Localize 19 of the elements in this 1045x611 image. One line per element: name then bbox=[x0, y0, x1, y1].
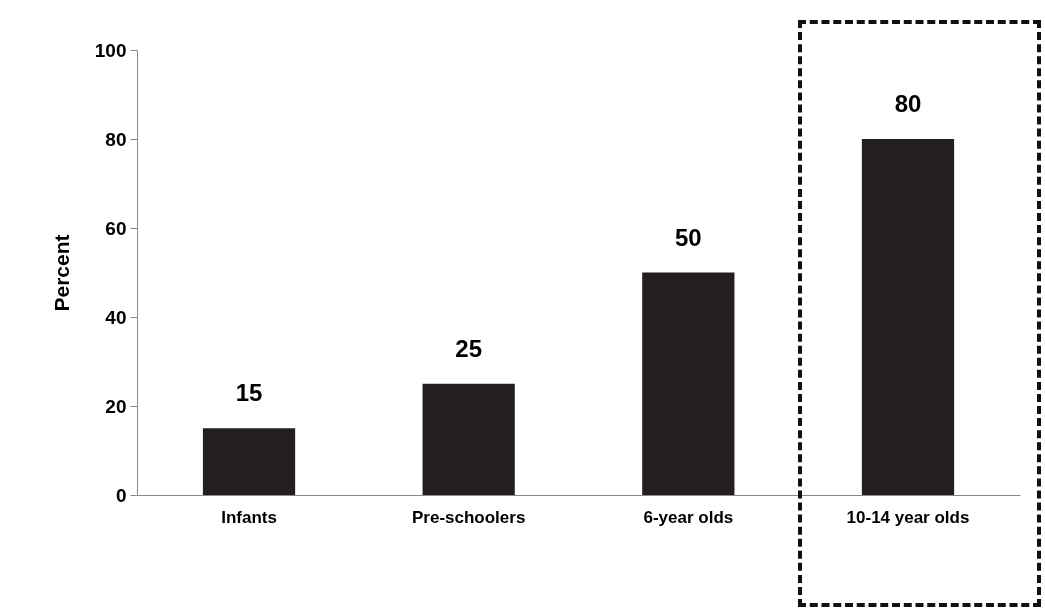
y-tick-label: 80 bbox=[105, 128, 127, 150]
bar bbox=[202, 428, 296, 495]
bar bbox=[861, 139, 955, 495]
bar bbox=[422, 383, 515, 495]
y-axis-title: Percent bbox=[49, 234, 73, 312]
data-label: 50 bbox=[674, 223, 702, 251]
y-tick-label: 20 bbox=[105, 395, 127, 417]
x-tick-label: 10-14 year olds bbox=[846, 507, 970, 527]
x-tick-label: Infants bbox=[221, 507, 277, 527]
data-label: 15 bbox=[235, 379, 263, 407]
y-tick-label: 100 bbox=[94, 39, 127, 61]
y-tick-label: 60 bbox=[105, 217, 127, 239]
data-label: 80 bbox=[894, 90, 922, 117]
bar bbox=[642, 272, 735, 495]
x-tick-label: 6-year olds bbox=[643, 507, 734, 527]
y-tick-label: 40 bbox=[105, 306, 127, 328]
data-label: 25 bbox=[455, 334, 483, 362]
y-tick-label: 0 bbox=[115, 484, 127, 506]
x-tick-label: Pre-schoolers bbox=[411, 507, 526, 527]
